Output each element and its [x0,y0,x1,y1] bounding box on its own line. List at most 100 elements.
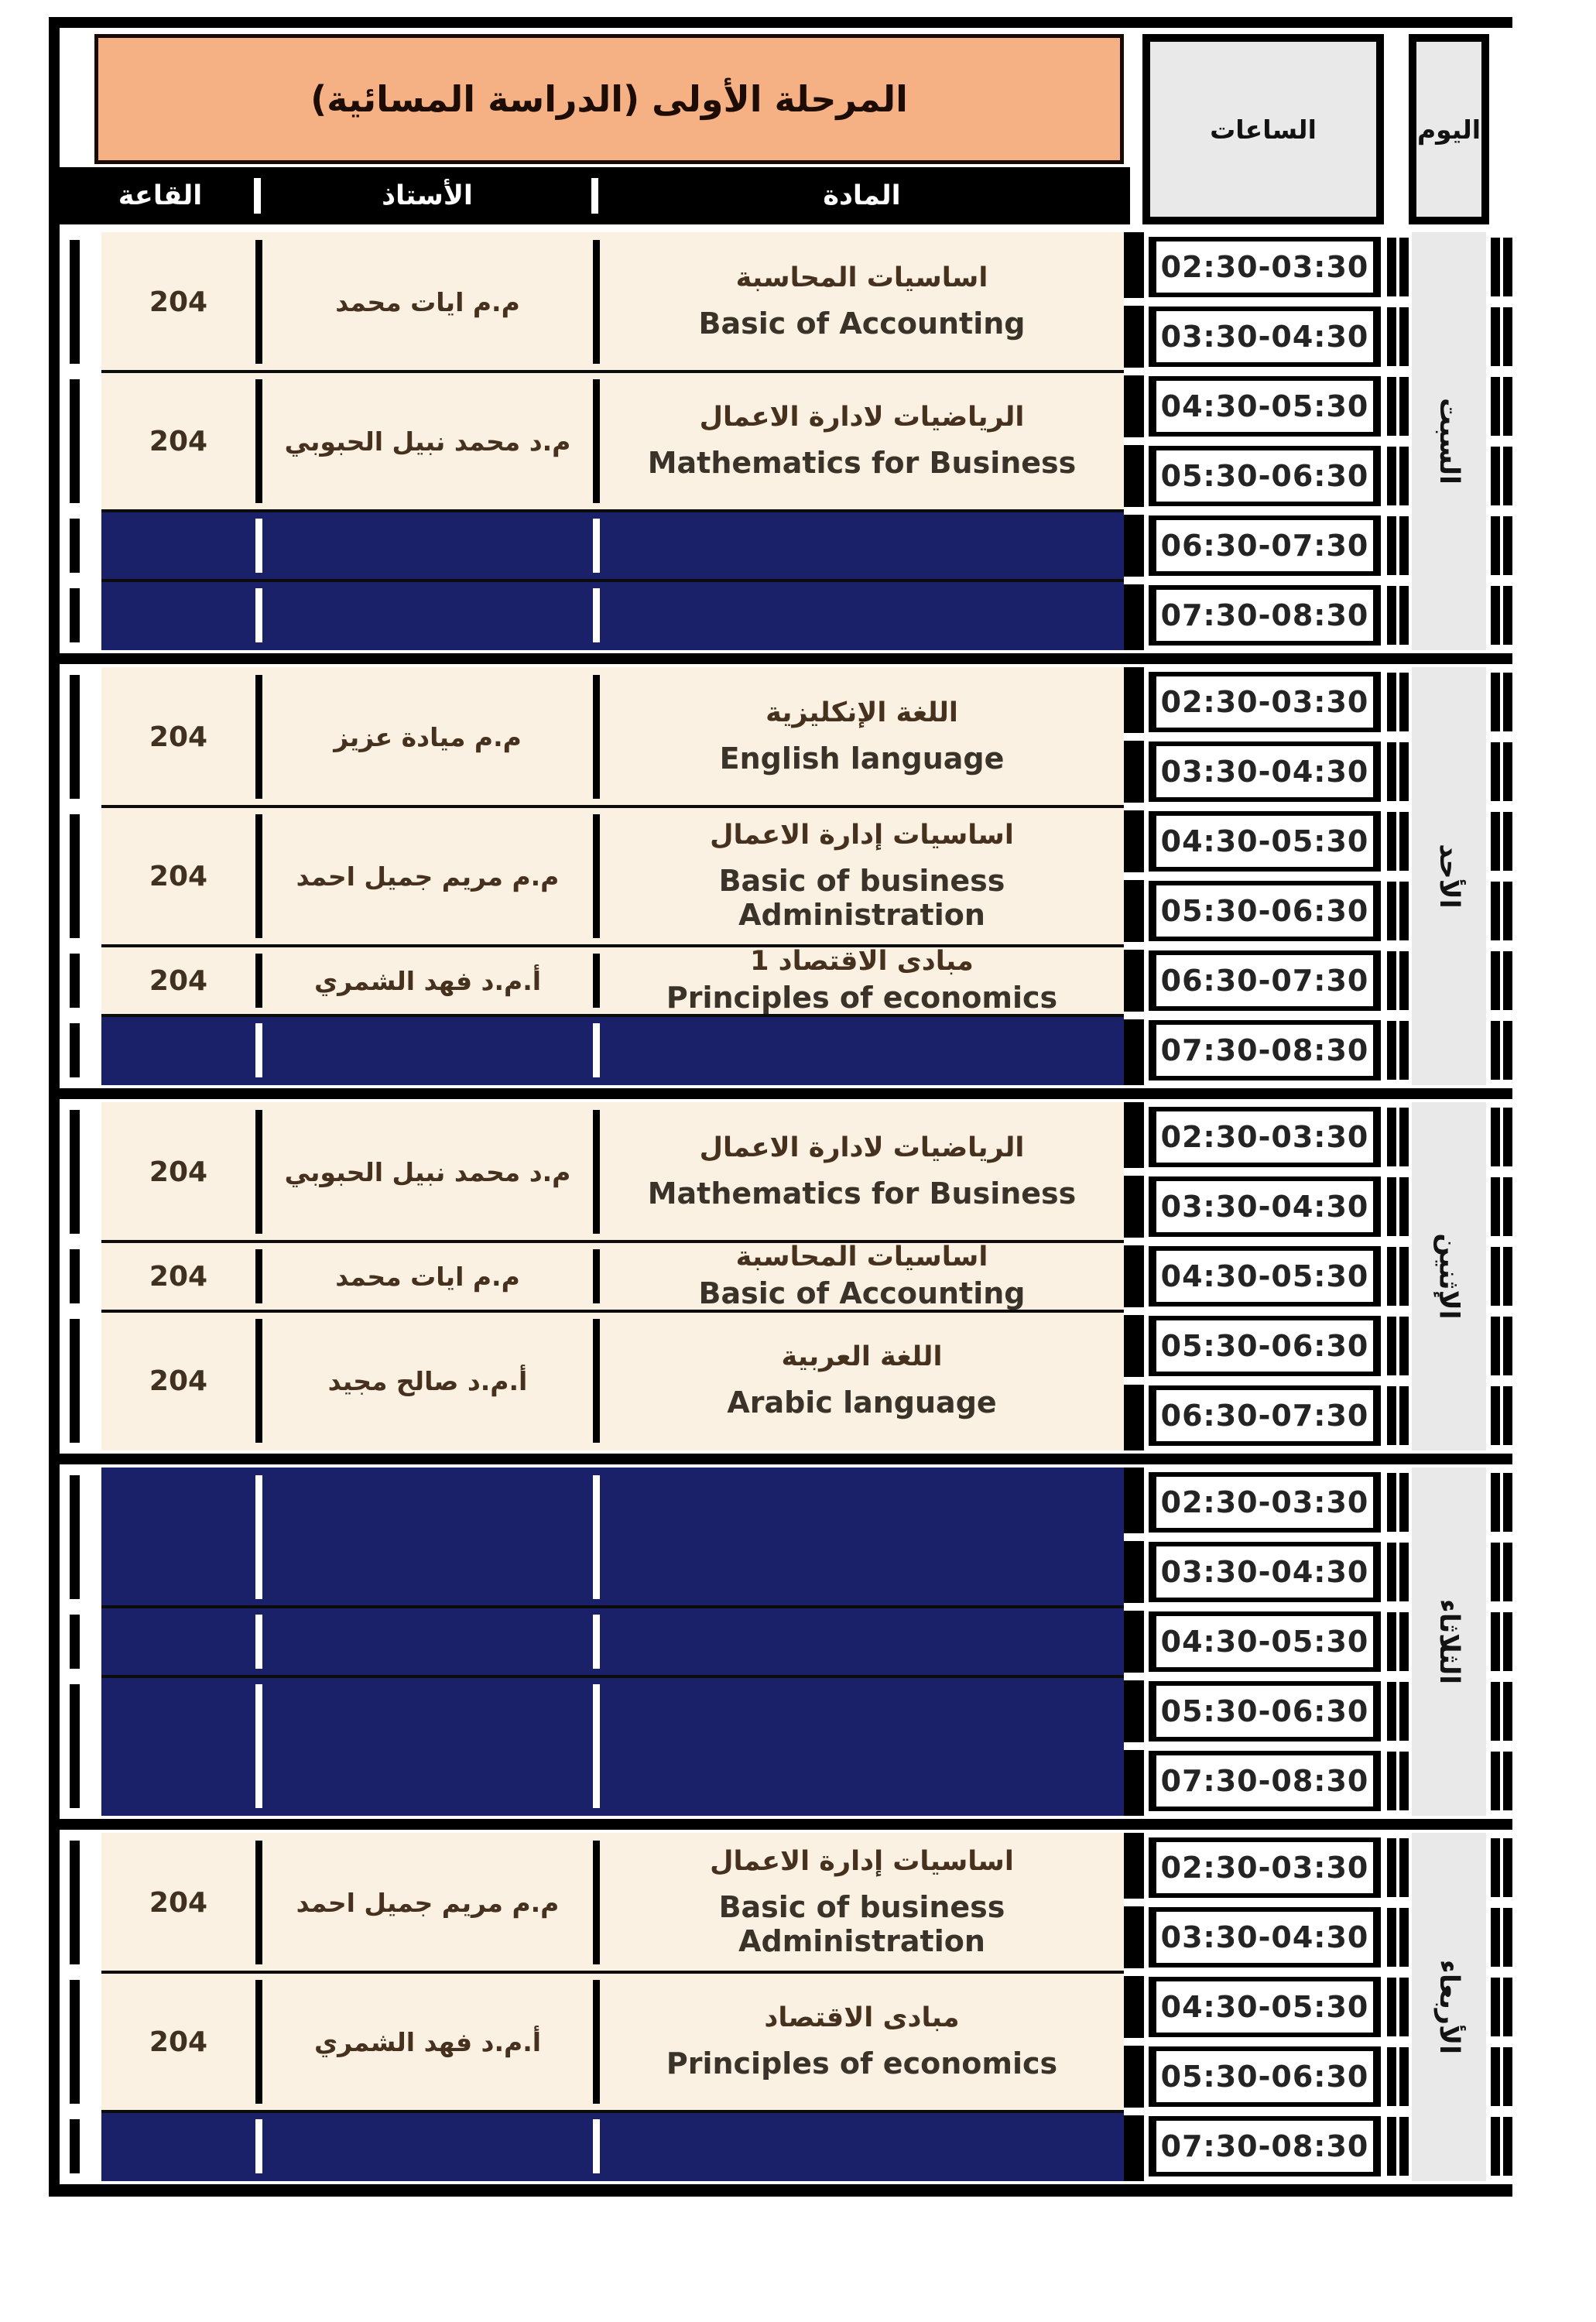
room-teacher-divider-dash [255,1475,262,1599]
subject-arabic-label: اساسيات إدارة الاعمال [710,820,1014,851]
time-slot-cell: 04:30-05:30 [1149,1611,1381,1672]
lesson-row [101,1311,1124,1450]
subject-cell: اللغة الإنكليزية English language [600,667,1124,807]
time-day-divider-dash [1387,673,1396,731]
teacher-column-header: الأستاذ [382,180,473,211]
time-slot-cell: 05:30-06:30 [1149,881,1381,941]
day-cell: الثلاثاء [1412,1468,1486,1816]
time-slot-cell: 04:30-05:30 [1149,1977,1381,2037]
table-right-edge-dash [1503,1543,1512,1601]
table-right-edge-dash [1491,2117,1500,2176]
subject-english-label: Basic of Accounting [698,1276,1026,1311]
table-left-edge-dash [70,1110,80,1234]
room-teacher-divider-dash [255,954,262,1008]
time-slot-cell: 02:30-03:30 [1149,237,1381,297]
table-right-edge-dash [1503,1021,1512,1080]
block-separator-bar [60,1454,1512,1464]
table-right-edge-dash [1491,1543,1500,1601]
divider-notch [1124,368,1144,375]
time-slot-cell: 02:30-03:30 [1149,672,1381,732]
subject-arabic-label: اللغة الإنكليزية [765,697,958,729]
time-day-divider-dash [1399,1247,1409,1306]
teacher-cell: أ.م.د فهد الشمري [313,2026,542,2057]
table-right-edge-dash [1503,951,1512,1010]
day-name-label: السبت [1433,397,1464,485]
block-separator-bar [60,1819,1512,1830]
teacher-subject-divider-dash [593,1110,600,1234]
divider-notch [1124,1968,1144,1976]
table-right-edge-dash [1491,238,1500,296]
time-day-divider-dash [1399,1473,1409,1532]
divider-notch [1124,298,1144,306]
time-slot-cell: 07:30-08:30 [1149,1751,1381,1811]
day-cell: السبت [1412,232,1486,650]
time-slot-cell: 05:30-06:30 [1149,2046,1381,2107]
header-separator-notch [591,178,598,214]
divider-notch [1124,1307,1144,1315]
row-divider-line [101,1605,1124,1608]
table-right-edge-dash [1491,586,1500,645]
time-slot-cell: 03:30-04:30 [1149,307,1381,367]
subject-arabic-label: اللغة العربية [781,1341,943,1373]
teacher-cell: م.م ايات محمد [335,1261,520,1292]
time-day-divider-dash [1399,1682,1409,1741]
room-teacher-divider-dash [255,240,262,364]
teacher-cell: م.د محمد نبيل الحبوبي [284,1156,571,1187]
time-day-divider-dash [1387,742,1396,801]
table-left-edge-dash [70,1475,80,1599]
day-cell: الأربعاء [1412,1833,1486,2181]
table-right-edge-dash [1503,377,1512,436]
day-name-label: الأحد [1433,844,1464,909]
table-right-edge-dash [1503,1908,1512,1967]
table-right-edge-dash [1503,238,1512,296]
hours-header-cell: الساعات [1142,34,1384,224]
time-day-divider-dash [1387,586,1396,645]
row-divider-line [101,1310,1124,1313]
subject-arabic-label: اساسيات إدارة الاعمال [710,1846,1014,1878]
time-day-divider-dash [1399,238,1409,296]
divider-notch [1124,577,1144,584]
divider-notch [1124,1168,1144,1176]
lesson-row [101,1102,1124,1241]
teacher-subject-divider-dash [593,675,600,799]
table-right-edge-dash [1503,1386,1512,1445]
empty-row [101,1607,1124,1676]
time-slot-cell: 04:30-05:30 [1149,376,1381,437]
time-day-divider-dash [1399,673,1409,731]
time-slot-cell: 05:30-06:30 [1149,1681,1381,1742]
teacher-subject-divider-dash [593,1684,600,1808]
table-right-edge-dash [1503,1612,1512,1671]
divider-notch [1124,1742,1144,1750]
time-day-divider-dash [1387,1108,1396,1166]
table-right-edge-dash [1491,1108,1500,1166]
teacher-subject-divider-dash [593,954,600,1008]
empty-row [101,1676,1124,1816]
room-cell: 204 [149,425,208,457]
time-day-divider-dash [1399,1908,1409,1967]
table-right-edge-dash [1503,307,1512,366]
teacher-subject-divider-dash [593,1980,600,2104]
room-cell: 204 [149,1156,208,1188]
teacher-subject-divider-dash [593,1249,600,1303]
day-header-label: اليوم [1416,114,1481,145]
time-slot-cell: 05:30-06:30 [1149,446,1381,506]
table-left-edge-dash [70,814,80,938]
table-right-edge-dash [1491,1908,1500,1967]
room-column-header: القاعة [118,180,203,211]
time-slot-cell: 03:30-04:30 [1149,1907,1381,1968]
stage-title-cell: المرحلة الأولى (الدراسة المسائية) [94,34,1124,164]
time-slot-cell: 06:30-07:30 [1149,1385,1381,1446]
time-day-divider-dash [1387,1317,1396,1375]
table-left-edge-dash [70,1319,80,1443]
table-right-edge-dash [1491,1386,1500,1445]
subject-time-divider-bar [1124,1468,1144,1816]
subject-english-label: Principles of economics [666,2046,1058,2081]
teacher-subject-divider-dash [593,240,600,364]
room-teacher-divider-dash [255,1615,262,1669]
table-right-edge-dash [1491,1317,1500,1375]
lesson-row [101,667,1124,807]
teacher-subject-divider-dash [593,1615,600,1669]
table-right-edge-dash [1503,742,1512,801]
divider-notch [1124,803,1144,810]
subject-english-label: Basic of business Administration [718,864,1005,933]
